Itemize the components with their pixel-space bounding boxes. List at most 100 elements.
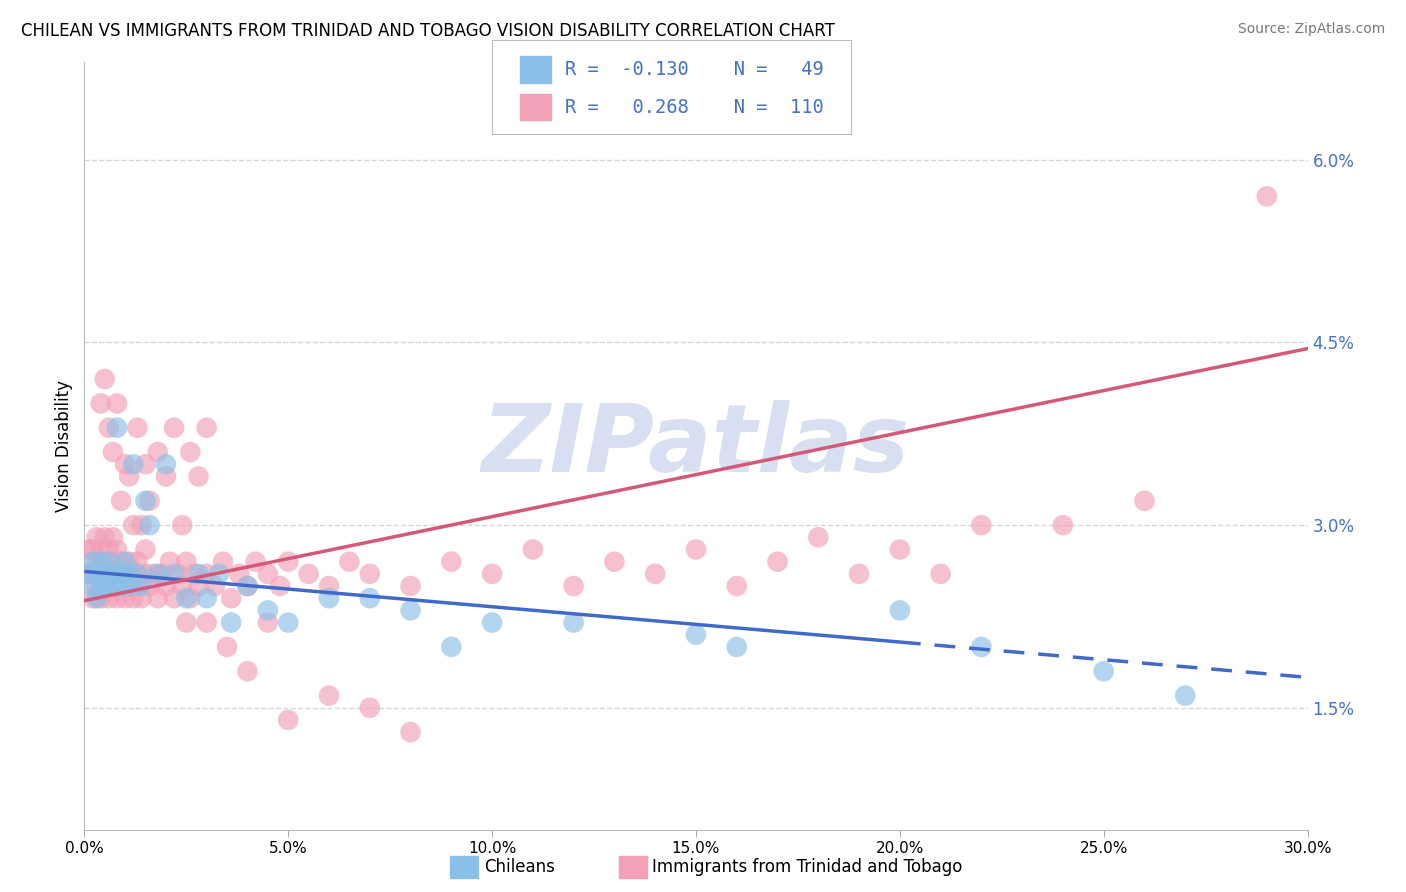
Point (131, 579, 153, 593)
Point (603, 555, 626, 569)
Point (929, 566, 952, 581)
Point (114, 566, 136, 581)
Point (101, 445, 124, 459)
Point (155, 469, 177, 483)
Point (105, 591, 128, 606)
Point (114, 555, 136, 569)
Point (1133, 493, 1156, 508)
Point (204, 579, 226, 593)
Point (359, 566, 381, 581)
Point (122, 518, 145, 533)
Point (77, 566, 100, 581)
Point (86, 530, 108, 544)
Point (127, 579, 149, 593)
Point (86, 566, 108, 581)
Point (318, 579, 340, 593)
Point (339, 555, 361, 569)
Point (440, 640, 463, 654)
Point (195, 615, 218, 630)
Point (277, 615, 299, 630)
Point (481, 566, 503, 581)
Point (105, 566, 128, 581)
Point (146, 445, 169, 459)
Text: R =  -0.130    N =   49: R = -0.130 N = 49 (565, 60, 824, 78)
Point (118, 566, 141, 581)
Point (114, 457, 136, 471)
Point (82, 579, 104, 593)
Point (105, 542, 128, 557)
Point (766, 555, 789, 569)
Point (399, 725, 422, 739)
Point (127, 555, 149, 569)
Point (118, 579, 141, 593)
Point (172, 579, 194, 593)
Point (82, 555, 104, 569)
Point (1256, 189, 1278, 203)
Point (97, 542, 120, 557)
Point (127, 566, 149, 581)
Point (105, 421, 128, 435)
Point (114, 591, 136, 606)
Text: Source: ZipAtlas.com: Source: ZipAtlas.com (1237, 22, 1385, 37)
Point (228, 566, 250, 581)
Point (399, 579, 422, 593)
Point (93, 579, 115, 593)
Point (90, 542, 112, 557)
Point (277, 713, 299, 727)
Point (187, 469, 209, 483)
Y-axis label: Vision Disability: Vision Disability (55, 380, 73, 512)
Text: R =   0.268    N =  110: R = 0.268 N = 110 (565, 97, 824, 117)
Point (150, 566, 173, 581)
Point (163, 566, 186, 581)
Point (122, 591, 145, 606)
Point (86, 591, 108, 606)
Point (138, 493, 160, 508)
Point (135, 493, 157, 508)
Point (131, 518, 153, 533)
Point (93, 555, 115, 569)
Point (97, 566, 120, 581)
Point (135, 457, 157, 471)
Point (101, 530, 124, 544)
Point (298, 566, 321, 581)
Point (183, 566, 205, 581)
Point (131, 591, 153, 606)
Point (82, 566, 104, 581)
Point (1174, 689, 1197, 703)
Point (155, 457, 177, 471)
Point (97, 555, 120, 569)
Point (93, 372, 115, 386)
Point (138, 579, 160, 593)
Point (105, 579, 128, 593)
Point (167, 566, 190, 581)
Point (174, 555, 197, 569)
Point (122, 457, 145, 471)
Point (159, 555, 181, 569)
Point (318, 689, 340, 703)
Point (257, 566, 280, 581)
Text: Chileans: Chileans (484, 858, 554, 876)
Point (118, 555, 141, 569)
Point (807, 530, 830, 544)
Point (245, 555, 267, 569)
Point (101, 579, 124, 593)
Point (97, 421, 120, 435)
Point (86, 555, 108, 569)
Point (82, 542, 104, 557)
Point (257, 603, 280, 617)
Point (163, 591, 186, 606)
Point (118, 579, 141, 593)
Point (179, 445, 201, 459)
Point (114, 566, 136, 581)
Point (440, 555, 463, 569)
Point (1052, 518, 1074, 533)
Point (187, 579, 209, 593)
Text: Immigrants from Trinidad and Tobago: Immigrants from Trinidad and Tobago (652, 858, 963, 876)
Point (889, 542, 911, 557)
Point (562, 579, 585, 593)
Point (90, 396, 112, 410)
Point (277, 555, 299, 569)
Point (174, 591, 197, 606)
Point (236, 579, 259, 593)
Point (236, 579, 259, 593)
